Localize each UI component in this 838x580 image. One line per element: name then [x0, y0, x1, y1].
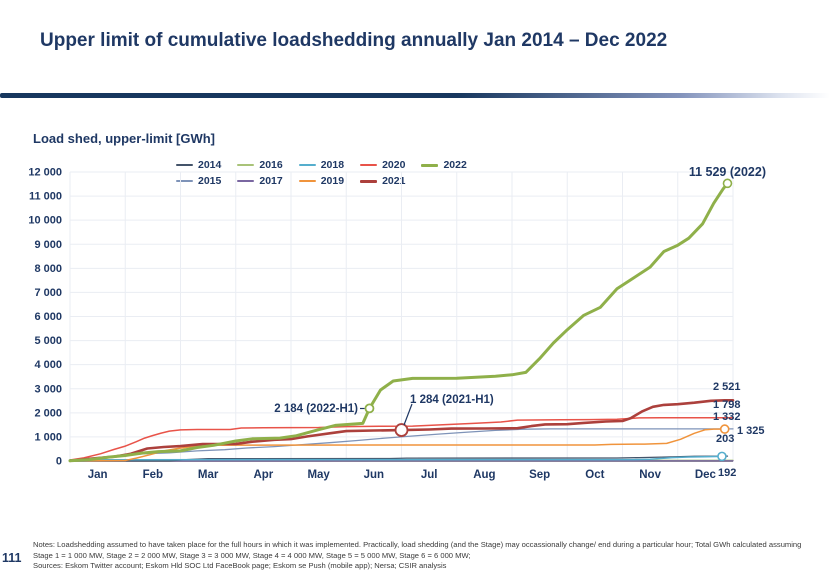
legend-label-2014: 2014 [198, 159, 222, 171]
annotation-end-2022: 11 529 (2022) [689, 165, 766, 179]
annotation-end-1798: 1 798 [713, 399, 741, 411]
page-number: 111 [2, 551, 22, 565]
x-tick-label: Aug [473, 469, 495, 481]
legend-label-2018: 2018 [320, 159, 345, 171]
legend-item-2018: 2018 [298, 159, 345, 171]
annotation-end-203: 203 [716, 433, 734, 445]
x-tick-label: Jun [364, 469, 384, 481]
legend-label-2022: 2022 [443, 159, 467, 171]
sources-line: Sources: Eskom Twitter account; Eskom Hl… [33, 561, 447, 571]
y-tick-label: 8 000 [34, 263, 62, 275]
legend-swatch-2016 [237, 164, 255, 166]
legend-item-2021: 2021 [360, 175, 405, 187]
x-tick-label: Feb [143, 469, 163, 481]
x-tick-label: Jul [421, 469, 438, 481]
legend-label-2019: 2019 [320, 175, 345, 187]
legend-swatch-2015 [176, 180, 193, 182]
legend-label-2021: 2021 [382, 175, 406, 187]
legend-item-2020: 2020 [360, 159, 405, 171]
legend-item-2019: 2019 [298, 175, 345, 187]
end-marker-2022 [722, 178, 733, 189]
legend-swatch-2022 [421, 163, 439, 167]
legend-swatch-2021 [360, 179, 378, 183]
legend-swatch-2014 [176, 164, 193, 166]
chart-legend: 2014 2016 2018 2020 2022 2015 2017 2019 2021 [176, 159, 467, 187]
title-divider [0, 93, 830, 98]
legend-label-2017: 2017 [259, 175, 283, 187]
legend-swatch-2017 [237, 180, 255, 182]
legend-label-2015: 2015 [198, 175, 222, 187]
legend-swatch-2018 [298, 164, 316, 166]
y-tick-label: 9 000 [34, 239, 62, 251]
legend-label-2020: 2020 [382, 159, 406, 171]
page-title: Upper limit of cumulative loadshedding a… [40, 30, 668, 51]
x-tick-label: May [307, 469, 330, 481]
legend-row: 2015 2017 2019 2021 [176, 175, 467, 187]
y-tick-label: 10 000 [28, 215, 62, 227]
annotation-end-2521: 2 521 [713, 381, 741, 393]
annotation-end-192: 192 [718, 467, 736, 479]
marker-2022 [364, 403, 375, 414]
chart-plot-area: 12 000 11 000 10 000 9 000 8 000 7 000 6 000 5 … [28, 165, 766, 481]
legend-item-2014: 2014 [176, 159, 221, 171]
legend-item-2017: 2017 [237, 175, 283, 187]
legend-row: 2014 2016 2018 2020 2022 [176, 159, 467, 171]
chart-y-axis-title: Load shed, upper-limit [GWh] [33, 131, 215, 146]
x-tick-label: Sep [529, 469, 550, 481]
y-tick-label: 2 000 [34, 407, 62, 419]
legend-item-2015: 2015 [176, 175, 221, 187]
leader-h1-2021 [403, 403, 413, 426]
series-line-2022 [68, 181, 729, 463]
footer-notes: Notes: Loadshedding assumed to have take… [33, 540, 813, 572]
annotation-end-1325: 1 325 [737, 425, 765, 437]
annotation-end-1332: 1 332 [713, 411, 741, 423]
notes-line: Notes: Loadshedding assumed to have take… [33, 540, 802, 560]
y-tick-label: 6 000 [34, 311, 62, 323]
x-tick-label: Mar [198, 469, 219, 481]
x-tick-label: Oct [585, 469, 604, 481]
end-marker-2018 [717, 451, 727, 462]
marker-2021 [394, 423, 409, 437]
y-tick-label: 4 000 [34, 359, 62, 371]
legend-item-2022: 2022 [421, 159, 467, 171]
x-tick-label: Nov [639, 469, 661, 481]
x-tick-label: Jan [88, 469, 108, 481]
legend-swatch-2019 [298, 180, 316, 182]
x-tick-label: Dec [695, 469, 717, 481]
legend-swatch-2020 [360, 164, 378, 166]
series-line-2021 [68, 399, 735, 463]
end-marker-2019 [719, 424, 730, 434]
x-tick-label: Apr [253, 469, 273, 481]
y-tick-label: 5 000 [34, 335, 62, 347]
annotation-h1-2022: 2 184 (2022-H1) [274, 403, 358, 415]
y-tick-label: 12 000 [28, 167, 62, 179]
y-tick-label: 7 000 [34, 287, 62, 299]
y-tick-label: 1 000 [34, 431, 62, 443]
y-tick-label: 11 000 [29, 191, 62, 203]
series-line-2019 [69, 428, 726, 462]
y-tick-label: 3 000 [34, 383, 62, 395]
legend-item-2016: 2016 [237, 159, 283, 171]
series-line-2018 [69, 455, 723, 461]
y-tick-label: 0 [56, 456, 62, 468]
series-line-2020 [69, 416, 734, 461]
legend-label-2016: 2016 [259, 159, 283, 171]
annotation-h1-2021: 1 284 (2021-H1) [410, 394, 494, 406]
